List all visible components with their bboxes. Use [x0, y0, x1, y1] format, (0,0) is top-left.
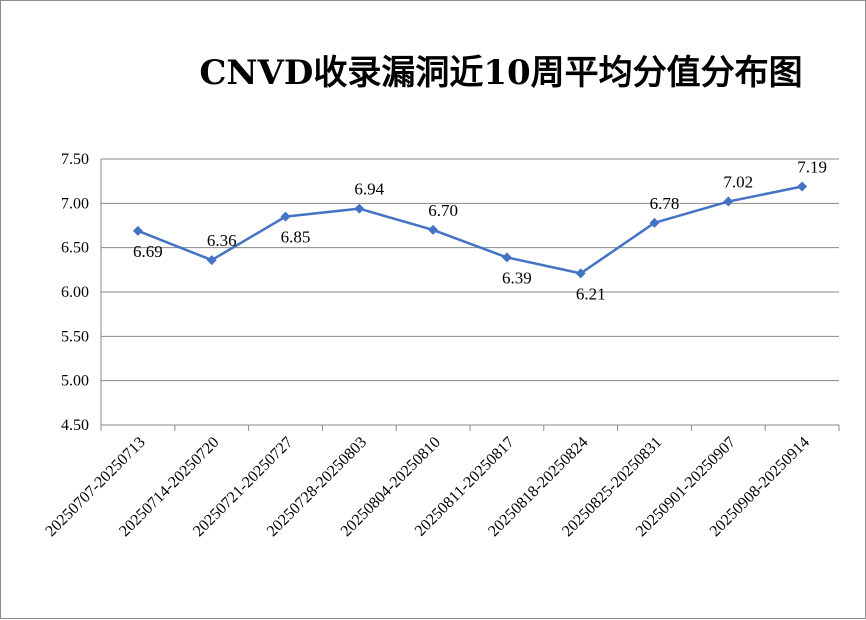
data-label: 6.85 — [281, 228, 311, 247]
data-point — [354, 203, 365, 214]
y-tick-label: 7.00 — [61, 195, 89, 212]
y-tick-label: 4.50 — [61, 417, 89, 434]
y-tick-label: 6.50 — [61, 240, 89, 257]
data-label: 6.39 — [502, 268, 532, 287]
data-point — [723, 196, 734, 207]
data-point — [132, 225, 143, 236]
data-label: 7.02 — [723, 173, 753, 192]
data-label: 6.69 — [133, 242, 163, 261]
data-label: 7.19 — [797, 157, 827, 176]
data-point — [501, 252, 512, 263]
data-label: 6.36 — [207, 231, 237, 250]
data-label: 6.21 — [576, 284, 606, 303]
y-tick-label: 5.00 — [61, 373, 89, 390]
data-point — [575, 268, 586, 279]
data-point — [797, 181, 808, 192]
y-tick-label: 6.00 — [61, 284, 89, 301]
y-tick-label: 5.50 — [61, 328, 89, 345]
chart-title: CNVD收录漏洞近10周平均分值分布图 — [199, 53, 803, 93]
data-point — [649, 217, 660, 228]
data-point — [280, 211, 291, 222]
series-line — [137, 185, 803, 275]
data-point — [206, 255, 217, 266]
data-label: 6.78 — [650, 194, 680, 213]
data-label: 6.94 — [354, 180, 384, 199]
data-labels: 6.69 6.36 6.85 6.94 6.70 6.39 6.21 6.78 7.02 7.19 — [133, 157, 827, 303]
gridlines — [101, 158, 839, 426]
y-tick-label: 7.50 — [61, 151, 89, 168]
series-layer — [132, 181, 808, 279]
data-label: 6.70 — [428, 201, 458, 220]
data-point — [428, 224, 439, 235]
